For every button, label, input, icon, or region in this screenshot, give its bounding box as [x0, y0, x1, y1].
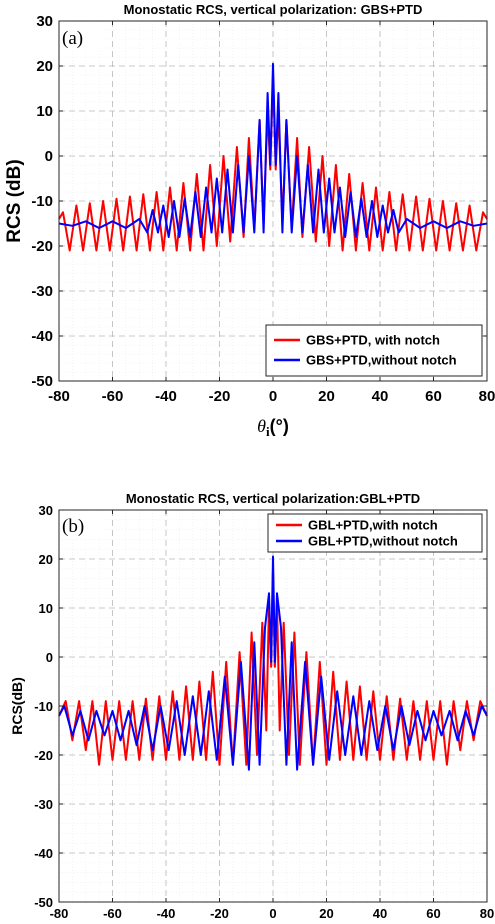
panel-label-bg	[61, 513, 101, 539]
x-tick-label: 0	[269, 388, 277, 405]
legend-box	[265, 324, 483, 377]
series-line-without-notch	[58, 62, 488, 238]
y-tick-label: -10	[34, 699, 53, 714]
y-tick-label: -40	[34, 846, 53, 861]
legend-label: GBS+PTD,without notch	[306, 353, 457, 368]
y-tick-label: 0	[45, 148, 53, 165]
legend-box	[267, 513, 483, 553]
x-tick-label: 20	[318, 388, 335, 405]
legend-label: GBL+PTD,with notch	[308, 518, 438, 533]
y-tick-label: -20	[34, 748, 53, 763]
x-tick-label: -80	[50, 906, 69, 921]
series-line-without-notch	[58, 555, 488, 771]
x-tick-label: -60	[102, 388, 124, 405]
x-tick-label: 60	[425, 388, 442, 405]
x-tick-label: 80	[479, 388, 495, 405]
x-tick-label: -60	[103, 906, 122, 921]
y-axis-label: RCS(dB)	[9, 677, 25, 735]
x-tick-label: -20	[210, 906, 229, 921]
x-tick-label: -40	[157, 906, 176, 921]
panel-label: (b)	[62, 516, 84, 537]
y-tick-label: -10	[31, 193, 53, 210]
y-tick-label: -50	[31, 373, 53, 390]
y-tick-label: 20	[39, 552, 53, 567]
y-tick-label: 10	[36, 103, 53, 120]
x-tick-label: -20	[209, 388, 231, 405]
legend-label: GBS+PTD, with notch	[306, 333, 440, 348]
chart-panel-a: -80 -60 -40 -20 0 20 40 60 80 -50 -40 -30 -20 -10 0 10 2…	[4, 2, 495, 439]
y-axis-label: RCS (dB)	[4, 159, 25, 242]
x-tick-label: 40	[373, 906, 387, 921]
panel-label-bg	[61, 24, 101, 50]
legend-label: GBL+PTD,without notch	[308, 534, 458, 549]
x-tick-label: -80	[48, 388, 70, 405]
y-tick-label: -20	[31, 238, 53, 255]
y-tick-label: -50	[34, 895, 53, 910]
y-tick-label: 10	[39, 601, 53, 616]
y-tick-label: 20	[36, 58, 53, 75]
chart-title: Monostatic RCS, vertical polarization: G…	[124, 2, 423, 17]
y-tick-label: -40	[31, 328, 53, 345]
y-tick-label: 30	[39, 503, 53, 518]
panel-label: (a)	[62, 28, 83, 49]
y-tick-label: -30	[31, 283, 53, 300]
x-tick-label: 20	[319, 906, 333, 921]
x-axis-label: θi(°)	[261, 922, 286, 924]
x-tick-label: 60	[426, 906, 440, 921]
x-tick-label: 0	[269, 906, 276, 921]
x-tick-label: 80	[480, 906, 494, 921]
chart-title: Monostatic RCS, vertical polarization:GB…	[126, 491, 420, 506]
x-tick-label: 40	[372, 388, 389, 405]
y-tick-label: -30	[34, 797, 53, 812]
x-tick-label: -40	[155, 388, 177, 405]
y-tick-label: 0	[46, 650, 53, 665]
chart-panel-b: -80 -60 -40 -20 0 20 40 60 80 -50 -40 -30 -20 -10 0 10 2…	[9, 491, 494, 924]
x-axis-label: θi(°)	[257, 416, 289, 439]
y-tick-label: 30	[36, 13, 53, 30]
